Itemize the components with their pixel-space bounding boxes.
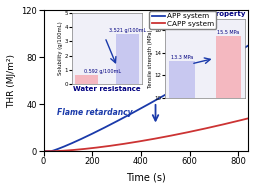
Line: APP system: APP system — [43, 46, 247, 151]
Legend: APP system, CAPP system: APP system, CAPP system — [149, 11, 215, 29]
APP system — [132, 111, 135, 113]
APP system — [246, 45, 249, 47]
APP system — [182, 83, 185, 85]
APP system — [42, 150, 45, 152]
X-axis label: Time (s): Time (s) — [125, 172, 165, 182]
Y-axis label: THR (MJ/m²): THR (MJ/m²) — [7, 54, 16, 108]
Text: Flame retardancy: Flame retardancy — [57, 108, 132, 117]
CAPP system — [42, 150, 45, 152]
CAPP system — [201, 128, 204, 130]
CAPP system — [246, 117, 249, 119]
CAPP system — [124, 142, 127, 145]
CAPP system — [182, 132, 185, 134]
CAPP system — [62, 149, 66, 152]
APP system — [201, 72, 204, 74]
APP system — [62, 145, 66, 148]
Line: CAPP system: CAPP system — [43, 118, 247, 151]
APP system — [124, 115, 127, 117]
CAPP system — [204, 127, 208, 129]
APP system — [204, 70, 208, 72]
CAPP system — [132, 141, 135, 143]
